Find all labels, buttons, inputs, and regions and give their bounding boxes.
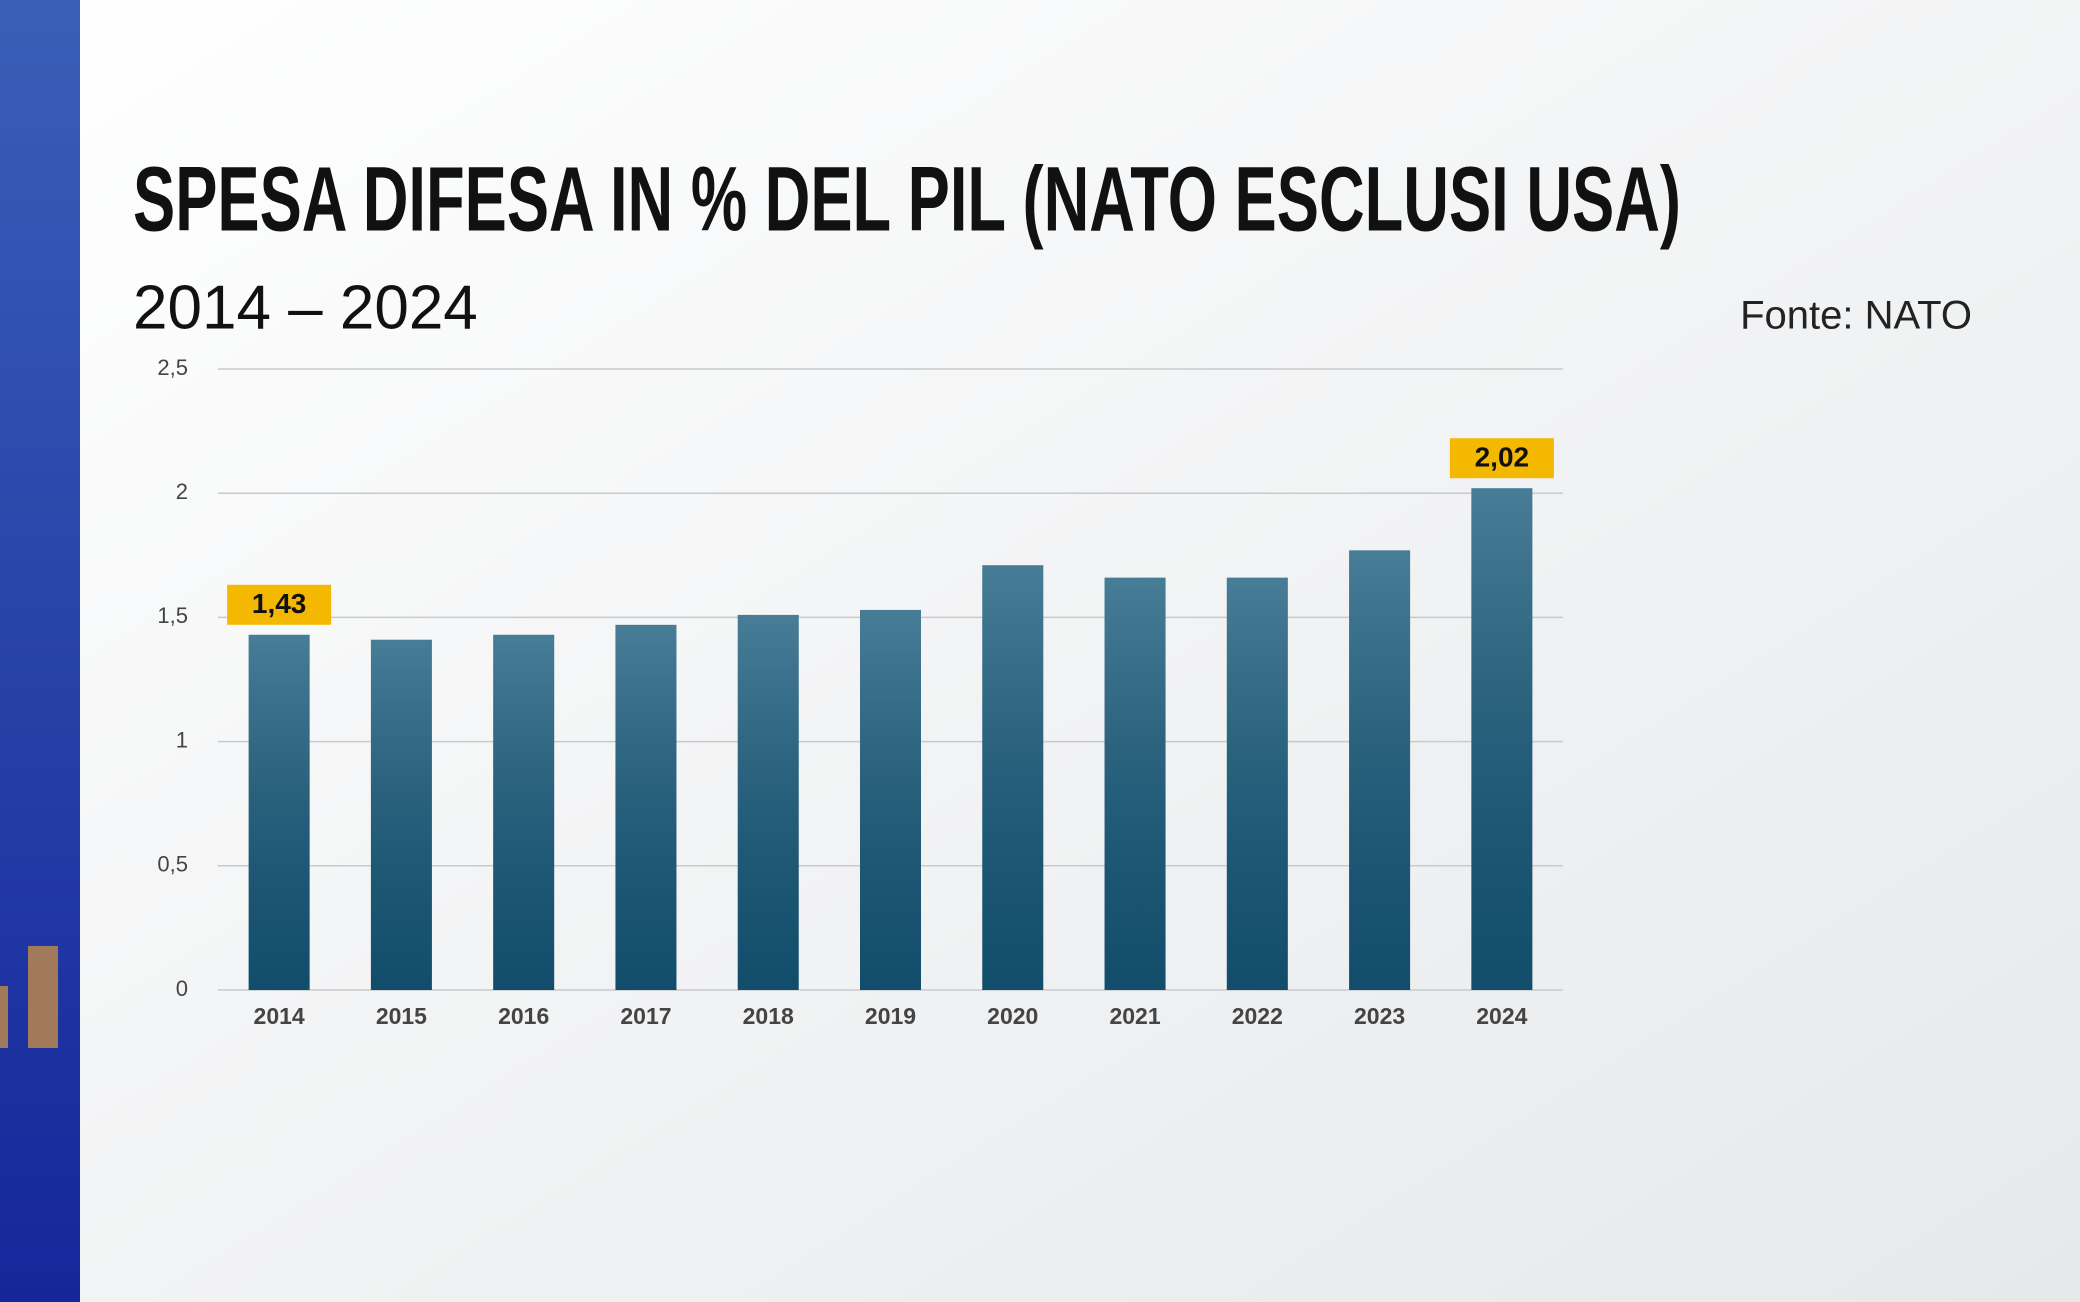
decoration <box>28 946 58 1048</box>
x-tick-label: 2014 <box>254 1003 305 1029</box>
x-tick-label: 2017 <box>620 1003 671 1029</box>
bar-shade <box>1226 577 1288 990</box>
x-tick-label: 2021 <box>1109 1003 1160 1029</box>
x-tick-label: 2024 <box>1476 1003 1527 1029</box>
x-tick-label: 2015 <box>376 1003 427 1029</box>
bar-shade <box>860 609 921 990</box>
value-label-box <box>1449 438 1554 479</box>
value-label: 2,02 <box>1475 442 1530 473</box>
bar-shade <box>1104 577 1166 990</box>
decoration <box>0 986 8 1048</box>
x-tick-label: 2020 <box>987 1003 1038 1029</box>
bar-shade <box>1349 550 1411 990</box>
value-label: 1,43 <box>252 588 307 619</box>
side-strip <box>0 0 80 1302</box>
bar-shade <box>248 634 310 990</box>
x-tick-label: 2016 <box>498 1003 549 1029</box>
bar-shade <box>1471 488 1533 990</box>
y-tick-label: 2,5 <box>157 355 188 380</box>
y-tick-label: 0,5 <box>157 852 188 877</box>
bar-shade <box>615 624 677 990</box>
x-tick-label: 2022 <box>1232 1003 1283 1029</box>
x-tick-label: 2018 <box>743 1003 794 1029</box>
source: Fonte: NATO <box>1740 294 1972 338</box>
value-label-box <box>227 584 332 625</box>
bar-shade <box>493 634 555 990</box>
y-tick-label: 2 <box>176 479 188 504</box>
bar-shade <box>370 639 432 990</box>
chart-subtitle: 2014 – 2024 <box>133 273 478 342</box>
bar-shade <box>982 565 1044 990</box>
y-tick-label: 0 <box>176 976 188 1001</box>
x-tick-label: 2019 <box>865 1003 916 1029</box>
bar-shade <box>737 614 799 990</box>
x-tick-label: 2023 <box>1354 1003 1405 1029</box>
chart-title: SPESA DIFESA IN % DEL PIL (NATO ESCLUSI … <box>133 148 1681 250</box>
y-tick-label: 1,5 <box>157 603 188 628</box>
y-tick-label: 1 <box>176 727 188 752</box>
